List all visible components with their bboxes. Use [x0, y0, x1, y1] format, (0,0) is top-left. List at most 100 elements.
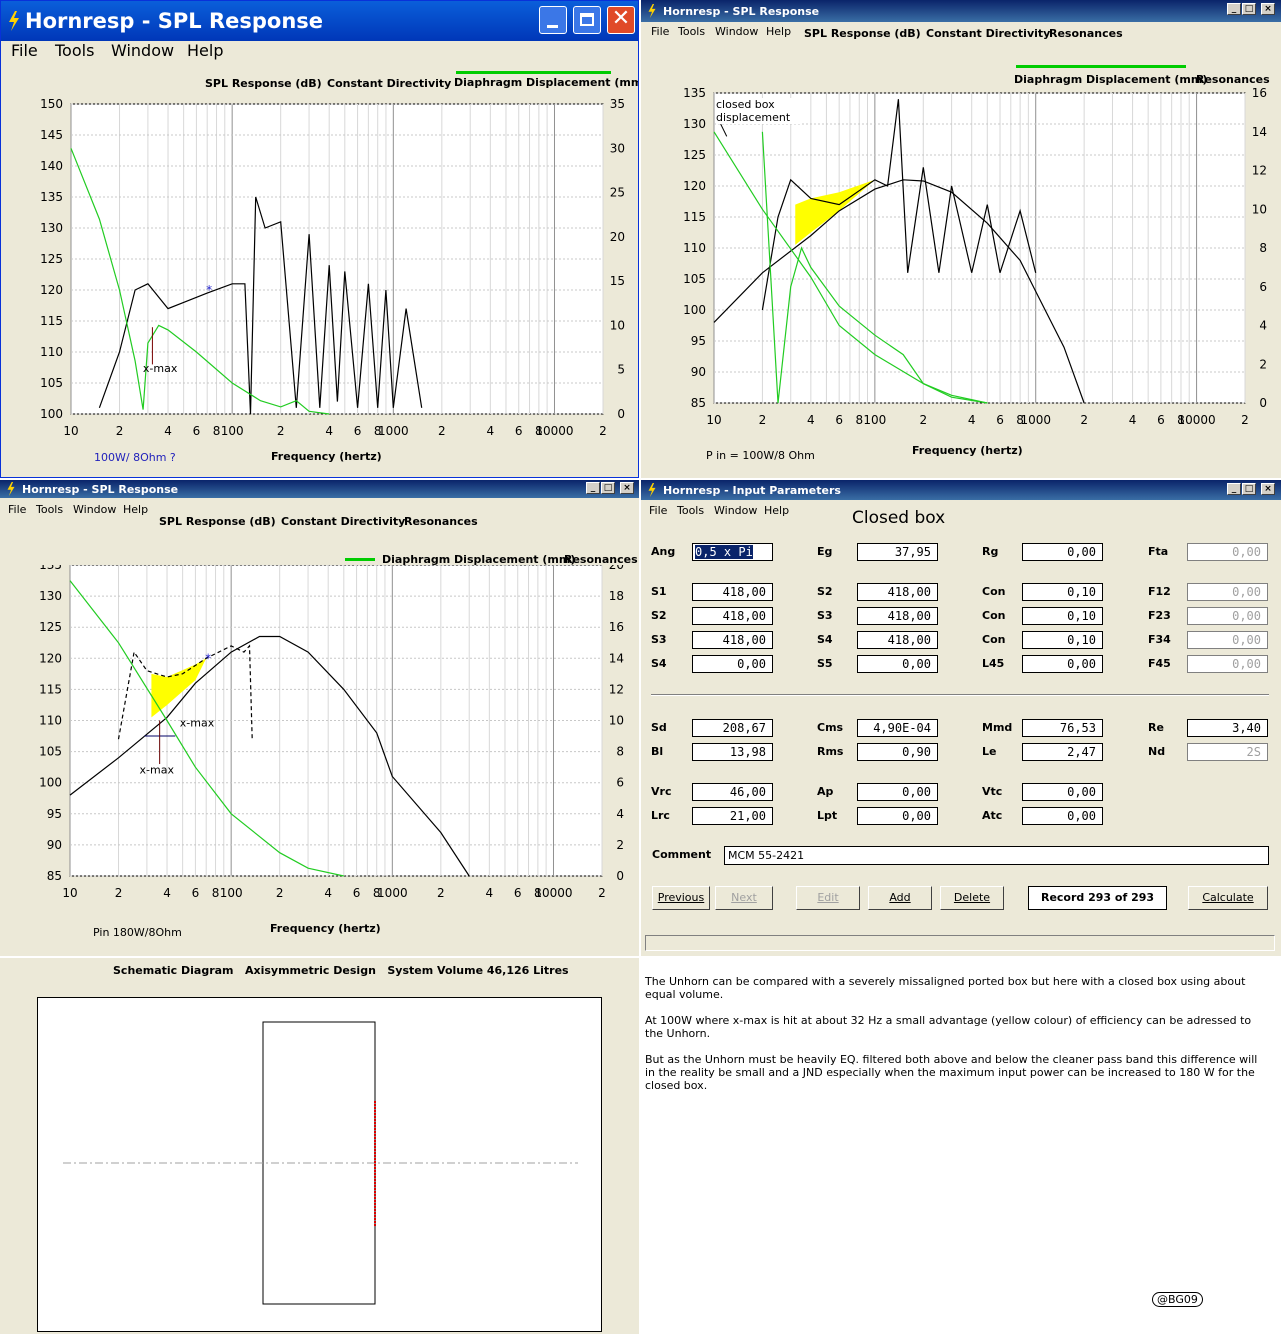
param-field-l45[interactable]: 0,00: [1022, 655, 1103, 673]
menu-file[interactable]: File: [651, 25, 670, 38]
comment-field[interactable]: MCM 55-2421: [724, 846, 1269, 865]
param-field-s3[interactable]: 418,00: [692, 631, 773, 649]
schematic-canvas: [37, 997, 602, 1332]
param-field-s5[interactable]: 0,00: [857, 655, 938, 673]
param-field-s2[interactable]: 418,00: [857, 583, 938, 601]
edit-button[interactable]: Edit: [796, 886, 860, 910]
menu-window[interactable]: Window: [111, 41, 175, 60]
param-field-rg[interactable]: 0,00: [1022, 543, 1103, 561]
param-field-rms[interactable]: 0,90: [857, 743, 938, 761]
close-button[interactable]: ×: [1261, 483, 1275, 495]
close-button[interactable]: ✕: [607, 6, 635, 34]
menu-tools[interactable]: Tools: [678, 25, 706, 38]
close-button[interactable]: ×: [1261, 3, 1275, 15]
x-tick-label: 2: [115, 886, 123, 900]
menu-window[interactable]: Window: [73, 503, 117, 516]
series-closed-box-spl: [69, 635, 470, 877]
param-field-f12[interactable]: 0,00: [1187, 583, 1268, 601]
header-resonances-2[interactable]: Resonances: [1196, 73, 1270, 86]
maximize-button[interactable]: [573, 6, 601, 34]
menu-tools[interactable]: Tools: [677, 504, 705, 517]
param-label-f45: F45: [1148, 657, 1171, 670]
param-field-con[interactable]: 0,10: [1022, 631, 1103, 649]
param-field-s4[interactable]: 418,00: [857, 631, 938, 649]
menu-help[interactable]: Help: [187, 41, 224, 60]
calculate-button[interactable]: Calculate: [1188, 886, 1268, 910]
header-spl[interactable]: SPL Response (dB): [205, 77, 322, 90]
previous-button[interactable]: Previous: [652, 886, 710, 910]
param-field-vtc[interactable]: 0,00: [1022, 783, 1103, 801]
maximize-button[interactable]: □: [1242, 3, 1256, 15]
title-bar[interactable]: Hornresp - SPL Response _ □ ×: [0, 480, 639, 498]
param-label-atc: Atc: [982, 809, 1003, 822]
close-button[interactable]: ×: [620, 482, 634, 494]
menu-tools[interactable]: Tools: [36, 503, 64, 516]
param-field-con[interactable]: 0,10: [1022, 607, 1103, 625]
menu-file[interactable]: File: [8, 503, 27, 516]
schematic-panel: Schematic Diagram Axisymmetric Design Sy…: [0, 958, 639, 1334]
param-field-re[interactable]: 3,40: [1187, 719, 1268, 737]
menu-help[interactable]: Help: [766, 25, 792, 38]
x-tick-label: 1000: [377, 886, 408, 900]
param-field-mmd[interactable]: 76,53: [1022, 719, 1103, 737]
title-bar[interactable]: Hornresp - SPL Response _ □ ×: [641, 0, 1281, 22]
param-field-ang[interactable]: 0,5 x Pi: [692, 543, 773, 561]
x-tick-label: 100: [863, 413, 886, 427]
spl-window-1: Hornresp - SPL Response ✕ File Tools Win…: [0, 0, 639, 478]
header-resonances[interactable]: Resonances: [404, 515, 478, 528]
x-tick-label: 1000: [1020, 413, 1051, 427]
param-field-s4[interactable]: 0,00: [692, 655, 773, 673]
param-field-f23[interactable]: 0,00: [1187, 607, 1268, 625]
param-field-con[interactable]: 0,10: [1022, 583, 1103, 601]
title-bar[interactable]: Hornresp - Input Parameters _ □ ×: [641, 480, 1281, 500]
delete-button[interactable]: Delete: [940, 886, 1004, 910]
param-field-f34[interactable]: 0,00: [1187, 631, 1268, 649]
param-field-s1[interactable]: 418,00: [692, 583, 773, 601]
param-field-le[interactable]: 2,47: [1022, 743, 1103, 761]
param-field-cms[interactable]: 4,90E-04: [857, 719, 938, 737]
param-field-bl[interactable]: 13,98: [692, 743, 773, 761]
param-field-f45[interactable]: 0,00: [1187, 655, 1268, 673]
param-field-eg[interactable]: 37,95: [857, 543, 938, 561]
param-field-ap[interactable]: 0,00: [857, 783, 938, 801]
minimize-button[interactable]: _: [586, 482, 600, 494]
header-spl[interactable]: SPL Response (dB): [159, 515, 276, 528]
minimize-button[interactable]: [539, 6, 567, 34]
y-tick-label: 115: [39, 682, 62, 696]
note-paragraph-2: At 100W where x-max is hit at about 32 H…: [645, 1014, 1252, 1040]
param-field-fta[interactable]: 0,00: [1187, 543, 1268, 561]
param-field-s3[interactable]: 418,00: [857, 607, 938, 625]
param-field-atc[interactable]: 0,00: [1022, 807, 1103, 825]
param-field-vrc[interactable]: 46,00: [692, 783, 773, 801]
minimize-button[interactable]: _: [1227, 3, 1241, 15]
header-resonances[interactable]: Resonances: [1049, 27, 1123, 40]
title-bar[interactable]: Hornresp - SPL Response ✕: [1, 1, 638, 41]
menu-help[interactable]: Help: [764, 504, 790, 517]
menu-window[interactable]: Window: [714, 504, 758, 517]
menu-help[interactable]: Help: [123, 503, 149, 516]
header-constant-directivity[interactable]: Constant Directivity: [281, 515, 406, 528]
header-constant-directivity[interactable]: Constant Directivity: [926, 27, 1051, 40]
y-tick-label: 90: [691, 365, 706, 379]
menu-tools[interactable]: Tools: [55, 41, 95, 60]
header-constant-directivity[interactable]: Constant Directivity: [327, 77, 452, 90]
minimize-button[interactable]: _: [1227, 483, 1241, 495]
header-displacement[interactable]: Diaphragm Displacement (mm): [454, 76, 639, 89]
menu-window[interactable]: Window: [715, 25, 759, 38]
param-field-nd[interactable]: 2S: [1187, 743, 1268, 761]
maximize-button[interactable]: □: [1242, 483, 1256, 495]
next-button[interactable]: Next: [715, 886, 773, 910]
menu-file[interactable]: File: [11, 41, 38, 60]
param-field-lpt[interactable]: 0,00: [857, 807, 938, 825]
param-field-sd[interactable]: 208,67: [692, 719, 773, 737]
x-tick-label: 6: [996, 413, 1004, 427]
maximize-button[interactable]: □: [601, 482, 615, 494]
param-field-lrc[interactable]: 21,00: [692, 807, 773, 825]
param-field-s2[interactable]: 418,00: [692, 607, 773, 625]
add-button[interactable]: Add: [868, 886, 932, 910]
header-displacement[interactable]: Diaphragm Displacement (mm): [1014, 73, 1208, 86]
header-resonances-2[interactable]: Resonances: [564, 553, 638, 566]
menu-file[interactable]: File: [649, 504, 668, 517]
header-spl[interactable]: SPL Response (dB): [804, 27, 921, 40]
header-displacement[interactable]: Diaphragm Displacement (mm): [382, 553, 576, 566]
